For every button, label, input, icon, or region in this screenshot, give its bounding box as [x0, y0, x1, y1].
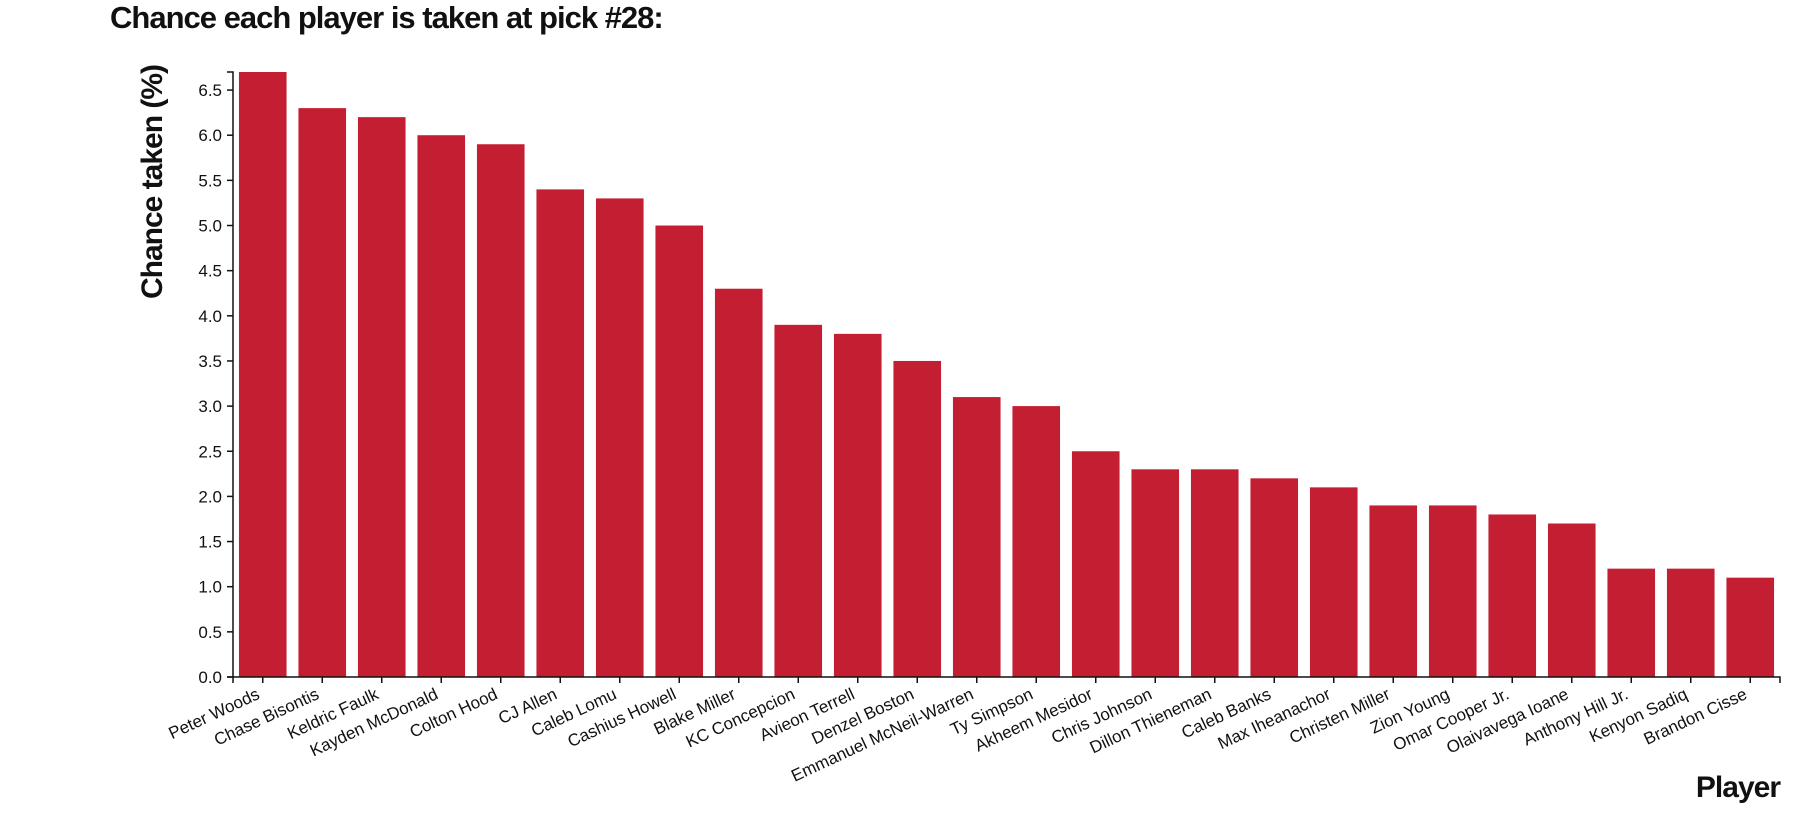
y-tick-label: 2.5 — [198, 442, 222, 461]
y-axis: 0.0 0.5 1.0 1.5 2.0 2.5 3.0 3.5 4.0 4.5 5.0 5.5 6.0 6… — [198, 71, 234, 687]
bar-17 — [1250, 478, 1299, 677]
chart-title: Chance each player is taken at pick #28: — [110, 0, 664, 35]
bar-14 — [1071, 451, 1120, 677]
bar-20 — [1428, 505, 1477, 677]
y-tick-label: 5.0 — [198, 217, 222, 236]
bars-layer — [238, 72, 1775, 678]
bar-2 — [357, 117, 406, 677]
bar-11 — [893, 360, 942, 677]
bar-12 — [952, 397, 1001, 677]
y-tick-label: 2.0 — [198, 487, 222, 506]
bar-18 — [1309, 487, 1358, 677]
y-tick-label: 6.5 — [198, 81, 222, 100]
bar-10 — [833, 333, 882, 677]
bar-3 — [417, 135, 466, 677]
bar-15 — [1131, 469, 1180, 677]
y-tick-label: 0.0 — [198, 668, 222, 687]
y-tick-label: 4.0 — [198, 307, 222, 326]
bar-7 — [655, 225, 704, 677]
bar-5 — [536, 189, 585, 677]
bar-21 — [1488, 514, 1537, 677]
y-tick-label: 6.0 — [198, 126, 222, 145]
x-axis-title: Player — [1696, 771, 1781, 804]
y-tick-label: 1.5 — [198, 533, 222, 552]
y-tick-label: 3.5 — [198, 352, 222, 371]
y-tick-label: 3.0 — [198, 397, 222, 416]
bar-25 — [1726, 577, 1775, 677]
bar-13 — [1012, 406, 1061, 677]
bar-16 — [1190, 469, 1239, 677]
bar-6 — [595, 198, 644, 678]
bar-24 — [1666, 568, 1715, 677]
y-tick-label: 4.5 — [198, 262, 222, 281]
y-tick-label: 1.0 — [198, 578, 222, 597]
bar-22 — [1547, 523, 1596, 677]
y-tick-label: 5.5 — [198, 171, 222, 190]
bar-9 — [774, 324, 823, 677]
bar-4 — [476, 144, 525, 678]
y-tick-label: 0.5 — [198, 623, 222, 642]
bar-19 — [1369, 505, 1418, 677]
bar-23 — [1607, 568, 1656, 677]
x-axis-line — [232, 676, 1781, 683]
bar-1 — [298, 108, 347, 678]
y-axis-title: Chance taken (%) — [136, 65, 169, 299]
bar-0 — [238, 72, 287, 677]
bar-8 — [714, 288, 763, 677]
